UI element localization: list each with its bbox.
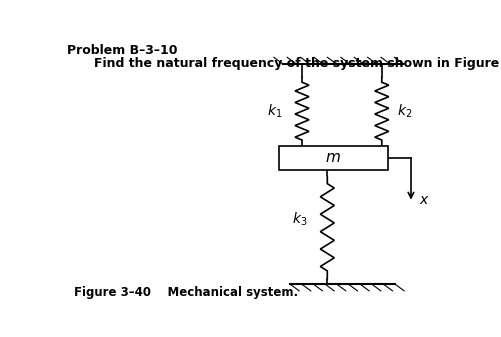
Text: $m$: $m$ [325, 150, 340, 165]
Bar [278, 146, 387, 170]
Text: $k_3$: $k_3$ [292, 211, 307, 228]
Text: $k_2$: $k_2$ [397, 102, 412, 120]
Text: $x$: $x$ [418, 193, 428, 207]
Text: Find the natural frequency of the system shown in Figure 3–40.: Find the natural frequency of the system… [94, 57, 501, 70]
Text: $k_1$: $k_1$ [267, 102, 282, 120]
Text: Problem B–3–10: Problem B–3–10 [67, 44, 177, 57]
Text: Figure 3–40    Mechanical system.: Figure 3–40 Mechanical system. [74, 286, 298, 299]
